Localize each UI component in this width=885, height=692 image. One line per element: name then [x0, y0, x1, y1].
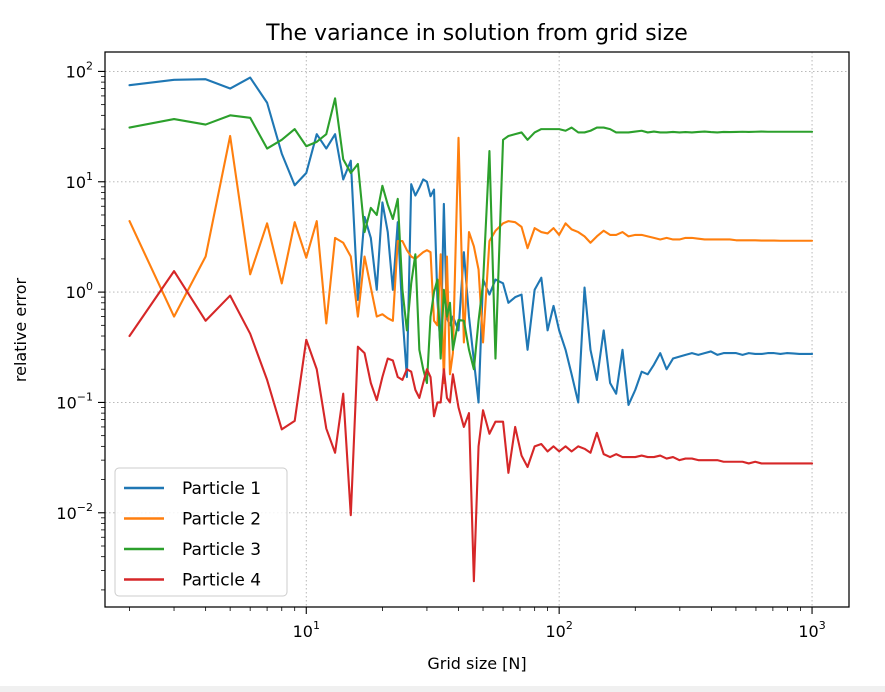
x-axis-label: Grid size [N]: [427, 654, 526, 673]
y-tick-label: 10−2: [56, 501, 93, 523]
y-tick-label-exponent: 2: [86, 59, 93, 72]
plot-frame: [104, 51, 850, 608]
x-tick-label-base: 10: [545, 622, 565, 641]
legend: Particle 1 Particle 2 Particle 3 Particle 4: [114, 467, 288, 597]
legend-box: [114, 467, 288, 597]
legend-label-1: Particle 1: [182, 479, 261, 499]
series-line-2: [128, 134, 814, 385]
series-line-3: [128, 97, 814, 385]
y-tick-label-base: 10: [66, 62, 86, 81]
y-tick-label-base: 10: [56, 393, 76, 412]
x-tick-label-base: 10: [293, 622, 313, 641]
series-lines: [128, 76, 814, 583]
y-tick-label: 102: [66, 59, 93, 81]
y-tick-label-exponent: 0: [86, 280, 93, 293]
x-tick-label: 101: [293, 619, 320, 641]
x-tick-label-base: 10: [798, 622, 818, 641]
y-tick-label-base: 10: [66, 283, 86, 302]
x-tick-label: 103: [798, 619, 825, 641]
legend-label-3: Particle 3: [182, 540, 261, 560]
y-tick-label: 10−1: [56, 390, 93, 412]
legend-label-4: Particle 4: [182, 571, 261, 591]
window-bottom-strip: [0, 686, 885, 692]
chart-title: The variance in solution from grid size: [265, 21, 688, 46]
y-tick-label-exponent: −1: [77, 390, 93, 403]
y-tick-label-base: 10: [66, 173, 86, 192]
x-tick-label-exponent: 3: [819, 619, 826, 632]
series-line-1: [128, 76, 814, 406]
series-line-4: [128, 270, 814, 583]
x-tick-label: 102: [545, 619, 572, 641]
x-tick-label-exponent: 1: [313, 619, 320, 632]
y-tick-label: 100: [66, 280, 93, 302]
y-axis-label: relative error: [11, 277, 30, 382]
y-tick-label-exponent: −2: [77, 501, 93, 514]
y-tick-label-base: 10: [56, 504, 76, 523]
x-tick-label-exponent: 2: [566, 619, 573, 632]
legend-label-2: Particle 2: [182, 510, 261, 530]
y-tick-label-exponent: 1: [86, 170, 93, 183]
y-tick-label: 101: [66, 170, 93, 192]
